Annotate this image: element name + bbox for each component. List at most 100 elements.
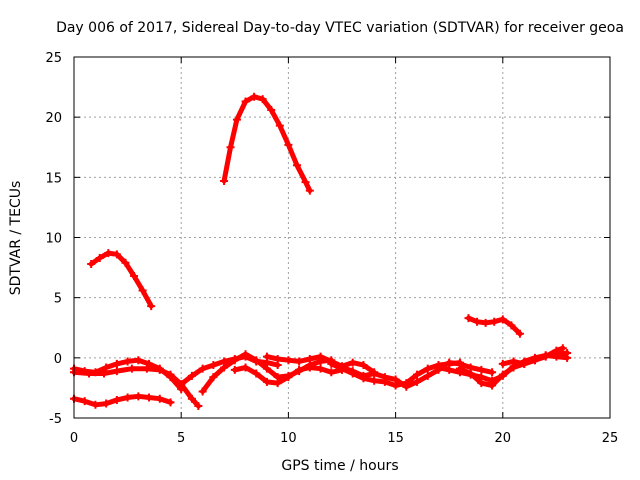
data-point: [102, 363, 111, 372]
data-point: [262, 377, 271, 386]
y-tick-label: 20: [45, 111, 62, 126]
data-point: [466, 369, 475, 378]
y-tick-label: 10: [45, 232, 62, 247]
data-point: [250, 92, 259, 101]
data-point: [138, 286, 147, 295]
data-point: [423, 371, 432, 380]
data-point: [284, 373, 293, 382]
data-point: [177, 380, 186, 389]
data-point: [87, 259, 96, 268]
data-point: [166, 370, 175, 379]
data-point: [563, 353, 572, 362]
data-point: [305, 355, 314, 364]
data-point: [380, 373, 389, 382]
data-point: [112, 359, 121, 368]
data-point: [80, 397, 89, 406]
data-point: [230, 365, 239, 374]
data-point: [541, 351, 550, 360]
data-point: [316, 364, 325, 373]
data-point: [498, 315, 507, 324]
data-point: [273, 379, 282, 388]
data-point: [305, 363, 314, 372]
data-point: [232, 115, 241, 124]
data-point: [359, 371, 368, 380]
data-point: [155, 365, 164, 374]
data-point: [413, 370, 422, 379]
data-point: [194, 401, 203, 410]
data-point: [187, 371, 196, 380]
data-point: [413, 377, 422, 386]
y-tick-label: 25: [45, 51, 62, 66]
data-point: [258, 95, 267, 104]
data-point: [252, 369, 261, 378]
data-point: [498, 359, 507, 368]
data-point: [209, 373, 218, 382]
data-point: [127, 364, 136, 373]
data-point: [220, 176, 229, 185]
data-point: [488, 368, 497, 377]
x-tick-label: 20: [495, 431, 512, 446]
data-point: [507, 321, 516, 330]
data-point: [348, 367, 357, 376]
y-tick-label: 0: [54, 352, 62, 367]
data-point: [112, 250, 121, 259]
data-point: [515, 329, 524, 338]
data-point: [402, 382, 411, 391]
data-point: [155, 394, 164, 403]
data-point: [284, 140, 293, 149]
data-point: [490, 317, 499, 326]
data-point: [434, 363, 443, 372]
data-point: [262, 364, 271, 373]
data-point: [123, 393, 132, 402]
series-arc-3: [464, 314, 524, 338]
series-arc-15: [498, 351, 572, 368]
data-point: [275, 121, 284, 130]
x-tick-label: 10: [280, 431, 297, 446]
series-line: [221, 94, 313, 194]
series-line: [71, 393, 173, 408]
data-point: [102, 399, 111, 408]
data-point: [121, 258, 130, 267]
data-point: [147, 302, 156, 311]
data-point: [292, 161, 301, 170]
data-point: [301, 178, 310, 187]
data-point: [95, 253, 104, 262]
data-point: [295, 365, 304, 374]
data-point: [145, 393, 154, 402]
ticks: 0 5 10 15 20 25 -5 0 5 10 15 20 25: [45, 51, 618, 446]
data-point: [187, 394, 196, 403]
y-tick-label: 15: [45, 171, 62, 186]
y-tick-label: 5: [54, 292, 62, 307]
data-point: [498, 370, 507, 379]
data-point: [305, 186, 314, 195]
data-point: [477, 379, 486, 388]
data-point: [520, 359, 529, 368]
data-point: [241, 363, 250, 372]
data-point: [370, 376, 379, 385]
data-point: [241, 350, 250, 359]
data-point: [123, 357, 132, 366]
x-tick-label: 0: [70, 431, 78, 446]
data-point: [198, 364, 207, 373]
data-point: [252, 356, 261, 365]
data-point: [142, 364, 151, 373]
data-point: [230, 356, 239, 365]
data-point: [134, 356, 143, 365]
data-point: [327, 368, 336, 377]
data-point: [130, 272, 139, 281]
x-tick-label: 5: [177, 431, 185, 446]
data-point: [509, 357, 518, 366]
data-point: [241, 97, 250, 106]
x-axis-label: GPS time / hours: [281, 458, 398, 474]
data-point: [209, 361, 218, 370]
data-point: [445, 358, 454, 367]
series-arc-1: [87, 249, 156, 311]
data-point: [473, 317, 482, 326]
data-point: [85, 369, 94, 378]
data-point: [316, 352, 325, 361]
x-tick-label: 25: [602, 431, 619, 446]
data-point: [112, 367, 121, 376]
data-point: [477, 365, 486, 374]
chart-title: Day 006 of 2017, Sidereal Day-to-day VTE…: [56, 20, 624, 36]
x-tick-label: 15: [387, 431, 404, 446]
